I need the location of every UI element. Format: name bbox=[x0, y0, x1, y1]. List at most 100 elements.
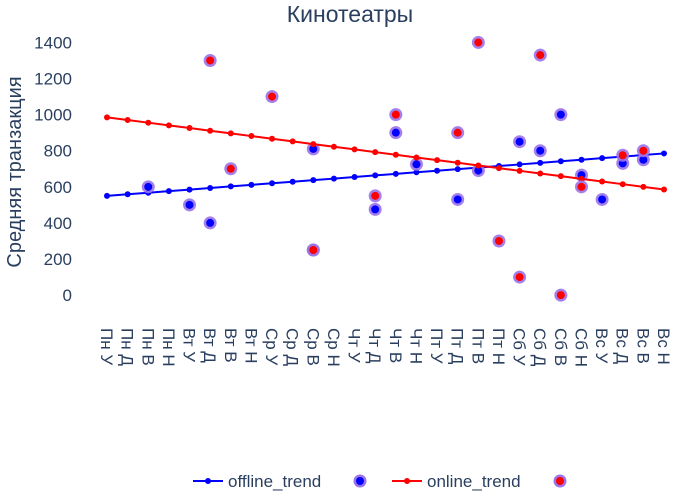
marker-point bbox=[391, 110, 400, 119]
offline_trend-point bbox=[165, 188, 172, 195]
offline_trend-point bbox=[537, 159, 544, 166]
offline_trend-point bbox=[207, 184, 214, 191]
marker-point bbox=[474, 166, 483, 175]
online_trend-point bbox=[661, 186, 667, 193]
marker-point bbox=[639, 155, 648, 164]
marker-point bbox=[391, 128, 400, 137]
x-tick-labels: Пн У Пн Д Пн В Пн Н Вт У Вт Д Вт В Вт Н Ср У Ср Д… bbox=[97, 328, 673, 367]
legend-label: online_trend bbox=[427, 472, 521, 491]
offline_trend-point bbox=[599, 155, 606, 162]
online_trend-point bbox=[186, 125, 193, 132]
x-tick-label: Сб У bbox=[510, 328, 529, 366]
online_trend-point bbox=[124, 117, 131, 124]
marker-point bbox=[515, 273, 524, 282]
marker-point bbox=[206, 218, 215, 227]
legend-item[interactable]: offline_trend bbox=[193, 472, 321, 491]
marker-point bbox=[309, 144, 318, 153]
online_trend-point bbox=[640, 183, 647, 190]
plot-area bbox=[104, 35, 667, 302]
offline_trend-point bbox=[248, 181, 255, 188]
online_trend-point bbox=[475, 162, 482, 169]
x-tick-label: Вт В bbox=[221, 328, 240, 363]
marker-point bbox=[618, 151, 627, 160]
x-tick-label: Чт В bbox=[386, 328, 405, 363]
chart-title: Кинотеатры bbox=[287, 1, 413, 27]
offline_trend-point bbox=[516, 161, 523, 168]
x-tick-label: Вт Д bbox=[200, 328, 219, 363]
x-tick-label: Сб Н bbox=[571, 328, 590, 367]
x-tick-label: Пт У bbox=[427, 328, 446, 364]
y-tick-label: 800 bbox=[44, 142, 72, 161]
online_trend-point bbox=[145, 119, 152, 126]
y-axis-title: Средняя транзакция bbox=[4, 76, 26, 267]
x-tick-label: Вс Н bbox=[654, 328, 673, 365]
online_trend-point bbox=[516, 167, 523, 174]
legend-item[interactable] bbox=[553, 474, 567, 488]
marker-point bbox=[556, 110, 565, 119]
marker-series-1 bbox=[141, 108, 650, 257]
x-tick-label: Вс У bbox=[592, 328, 611, 364]
offline_trend-point bbox=[413, 169, 420, 176]
online_trend-point bbox=[207, 127, 214, 134]
offline_trend-point bbox=[186, 186, 193, 193]
y-tick-labels: 0 200 400 600 800 1000 1200 1400 bbox=[34, 33, 72, 305]
marker-point bbox=[577, 182, 586, 191]
online_trend-point bbox=[434, 157, 441, 164]
y-tick-label: 1200 bbox=[34, 70, 72, 89]
offline_trend-point bbox=[124, 191, 131, 198]
x-tick-label: Вс В bbox=[633, 328, 652, 364]
marker-point bbox=[515, 137, 524, 146]
y-tick-label: 600 bbox=[44, 178, 72, 197]
legend-point-swatch bbox=[404, 478, 410, 484]
offline_trend-point bbox=[661, 150, 667, 157]
marker-point bbox=[536, 51, 545, 60]
offline_trend-point bbox=[351, 174, 358, 181]
online_trend-point bbox=[227, 130, 234, 137]
legend-marker-swatch bbox=[556, 477, 564, 485]
legend-item[interactable]: online_trend bbox=[392, 472, 521, 491]
y-tick-label: 1400 bbox=[34, 33, 72, 52]
x-tick-label: Вт Н bbox=[241, 328, 260, 364]
x-tick-label: Пт Н bbox=[489, 328, 508, 365]
online_trend-point bbox=[165, 122, 172, 129]
offline_trend-point bbox=[269, 180, 276, 187]
offline_trend-point bbox=[454, 166, 461, 173]
marker-point bbox=[474, 38, 483, 47]
online_trend-point bbox=[413, 154, 420, 161]
online_trend-point bbox=[619, 181, 626, 188]
online_trend-line bbox=[106, 116, 665, 191]
offline_trend-point bbox=[227, 183, 234, 190]
legend[interactable]: offline_trend online_trend bbox=[193, 472, 567, 491]
y-tick-label: 400 bbox=[44, 214, 72, 233]
offline_trend-point bbox=[310, 177, 317, 184]
marker-point bbox=[536, 146, 545, 155]
x-tick-label: Чт Н bbox=[406, 328, 425, 364]
x-tick-label: Пн В bbox=[138, 328, 157, 366]
marker-point bbox=[453, 195, 462, 204]
x-tick-label: Пн Н bbox=[159, 328, 178, 367]
marker-point bbox=[412, 160, 421, 169]
marker-point bbox=[494, 236, 503, 245]
x-tick-label: Пн Д bbox=[118, 328, 137, 366]
online_trend-point bbox=[392, 151, 399, 158]
offline_trend-point bbox=[557, 158, 564, 165]
marker-point bbox=[144, 182, 153, 191]
offline_trend-point bbox=[372, 172, 379, 179]
online_trend-point bbox=[351, 146, 358, 153]
marker-point bbox=[226, 164, 235, 173]
offline_trend-line bbox=[106, 152, 665, 197]
online_trend-point bbox=[578, 175, 585, 182]
online_trend-point bbox=[104, 114, 110, 121]
x-tick-label: Чт У bbox=[345, 328, 364, 363]
x-tick-label: Пн У bbox=[97, 328, 116, 365]
online_trend-point bbox=[289, 138, 296, 145]
legend-item[interactable] bbox=[353, 474, 367, 488]
offline_trend-point bbox=[104, 192, 110, 199]
marker-series-3 bbox=[203, 35, 650, 302]
online_trend-point bbox=[557, 173, 564, 180]
marker-point bbox=[268, 92, 277, 101]
marker-point bbox=[639, 146, 648, 155]
y-tick-label: 200 bbox=[44, 250, 72, 269]
marker-point bbox=[371, 205, 380, 214]
